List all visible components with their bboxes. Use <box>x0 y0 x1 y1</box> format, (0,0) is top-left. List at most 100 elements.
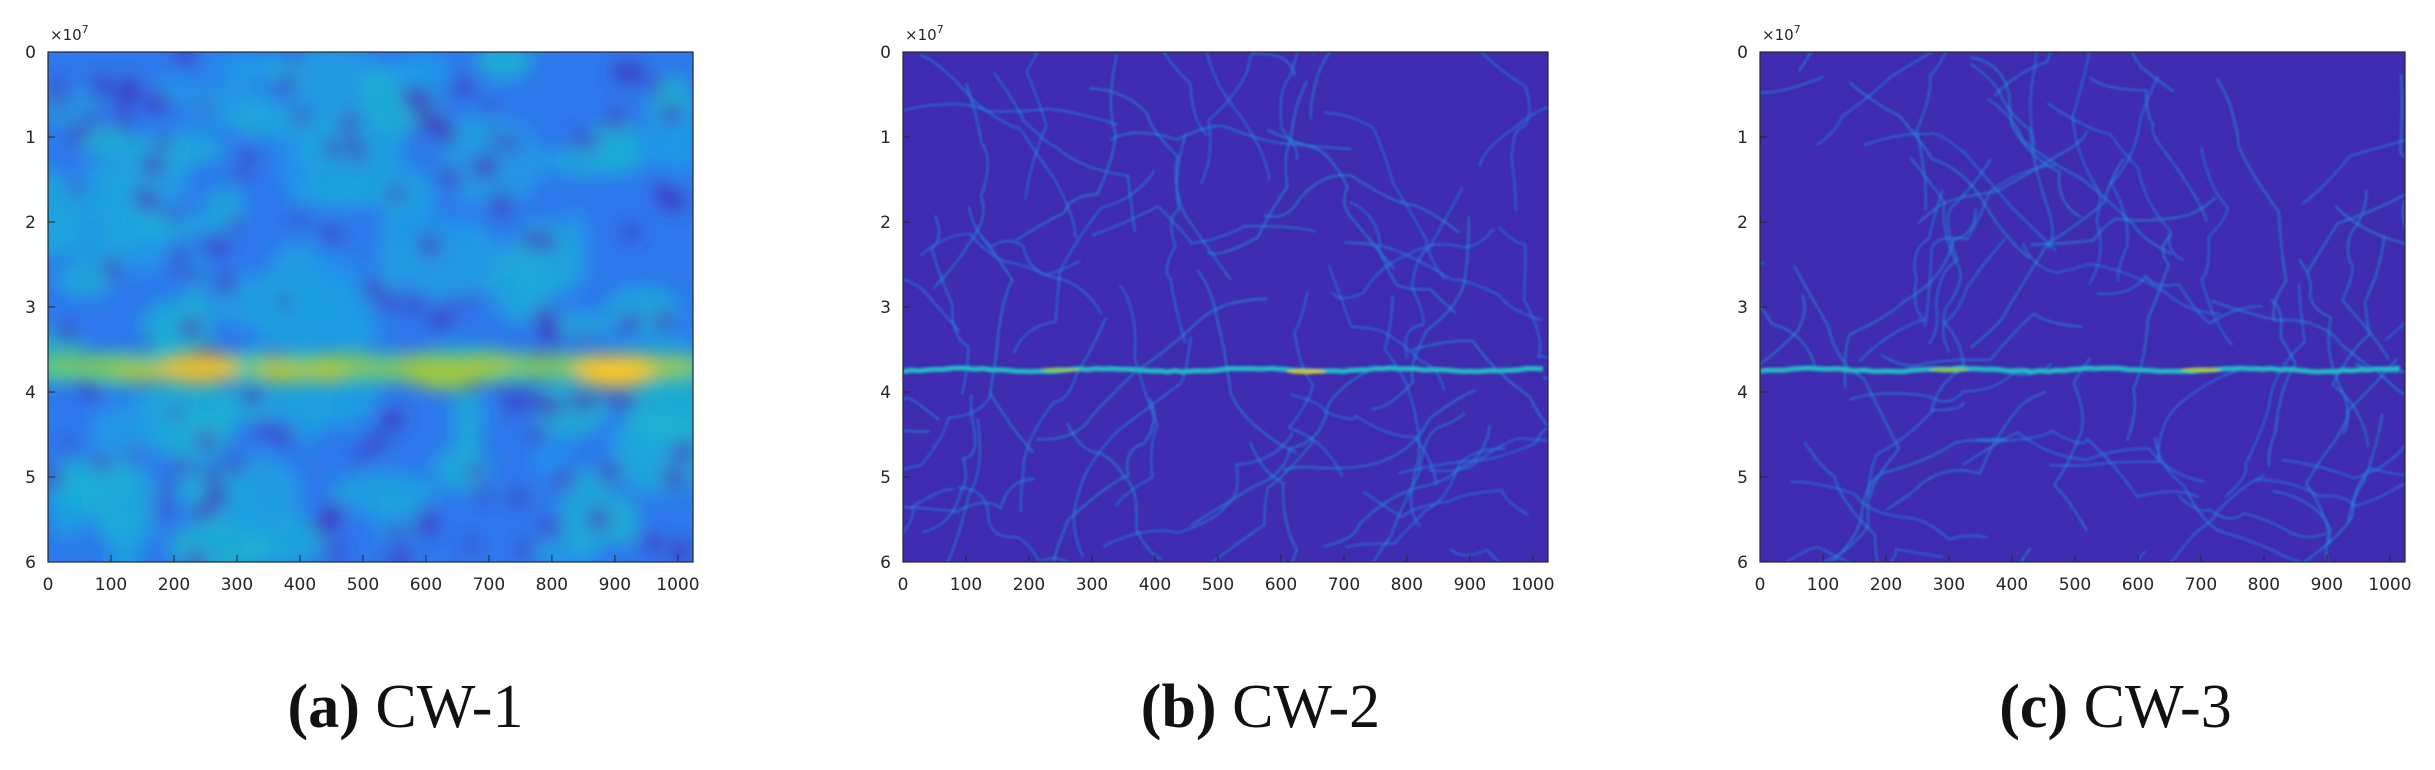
heatmap-chart-a: 0 100 200 300 400 500 600 700 800 900 1000 0 1 2 3 4 5 6 ×… <box>25 23 699 595</box>
crack-line <box>2306 193 2405 273</box>
crack-line <box>1024 52 1048 201</box>
crack-line <box>1961 431 2205 483</box>
texture-blob <box>431 445 491 493</box>
crack-line <box>1200 52 1254 185</box>
caption-letter-c: (c) <box>1999 673 2069 741</box>
texture-blob <box>646 329 681 356</box>
texture-minimum <box>186 268 201 284</box>
crack-line <box>2046 102 2185 262</box>
crack-line <box>1987 98 2172 255</box>
texture-minimum <box>389 548 410 562</box>
crack-line <box>2200 147 2234 346</box>
y-exponent-power: 7 <box>82 23 89 36</box>
texture-minimum <box>142 154 164 176</box>
crack-line <box>1880 312 2083 367</box>
crack-line <box>1282 559 1285 562</box>
texture-minimum <box>293 212 307 226</box>
texture-minimum <box>174 459 192 476</box>
ridge-blob <box>48 353 86 374</box>
crack-line <box>1497 225 1548 358</box>
texture-minimum <box>417 510 436 529</box>
x-tick-label: 600 <box>410 575 442 595</box>
texture-blob <box>377 215 472 243</box>
texture-minimum <box>126 447 142 462</box>
texture-blob <box>590 119 642 167</box>
heatmap-field-b <box>903 52 1548 562</box>
texture-minimum <box>197 99 211 113</box>
texture-minimum <box>254 419 271 436</box>
texture-minimum <box>534 307 555 329</box>
texture-minimum <box>482 101 495 115</box>
texture-minimum <box>474 486 490 502</box>
crack-line <box>2304 357 2398 545</box>
texture-minimum <box>435 121 458 144</box>
crack-line <box>1289 393 1437 486</box>
texture-blob <box>80 457 157 534</box>
texture-minimum <box>340 112 359 131</box>
texture-minimum <box>367 433 385 451</box>
hotspot-1 <box>2180 367 2221 373</box>
crack-line <box>1019 316 1108 513</box>
texture-minimum <box>93 455 111 472</box>
texture-minimum <box>179 317 202 339</box>
crack-line <box>2399 74 2405 229</box>
x-tick-label: 300 <box>1933 575 1965 595</box>
crack-line <box>903 103 1119 126</box>
x-tick-label: 800 <box>2248 575 2280 595</box>
texture-minimum <box>659 190 678 210</box>
texture-minimum <box>430 310 450 330</box>
crack-line <box>2301 139 2405 206</box>
crack-line <box>1012 169 1156 354</box>
hotspot-0 <box>1040 367 1081 373</box>
ridge-blob <box>653 356 693 377</box>
texture-minimum <box>83 110 100 126</box>
hotspot-0 <box>1928 367 1969 373</box>
y-tick-label: 3 <box>1737 298 1748 318</box>
x-tick-label: 800 <box>1391 575 1423 595</box>
crack-line <box>1206 52 1271 181</box>
texture-minimum <box>173 246 187 261</box>
texture-minimum <box>647 76 664 94</box>
texture-blob <box>247 268 356 345</box>
x-tick-label: 500 <box>347 575 379 595</box>
texture-minimum <box>363 279 383 299</box>
x-tick-label: 0 <box>898 575 909 595</box>
crack-line <box>1115 284 1159 507</box>
crack-line <box>2052 357 2092 532</box>
crack-line <box>2331 234 2385 447</box>
crack-line <box>1793 265 1900 498</box>
texture-minimum <box>576 400 591 415</box>
texture-minimum <box>518 540 535 558</box>
crack-line <box>903 488 954 534</box>
crack-line <box>1830 438 2006 562</box>
x-tick-label: 100 <box>95 575 127 595</box>
y-tick-label: 4 <box>1737 383 1748 403</box>
texture-minimum <box>205 235 227 257</box>
texture-minimum <box>381 409 403 431</box>
x-tick-label: 1000 <box>656 575 699 595</box>
crack-line <box>2303 413 2384 562</box>
x-tick-label: 0 <box>1755 575 1766 595</box>
x-tick-label: 200 <box>158 575 190 595</box>
texture-minimum <box>345 134 359 147</box>
crack-line <box>919 53 1076 239</box>
crack-line <box>1091 205 1316 245</box>
heatmap-background-b <box>903 52 1548 562</box>
texture-minimum <box>168 405 182 418</box>
ridge-blob <box>306 362 348 383</box>
y-tick-label: 2 <box>880 213 891 233</box>
crack-line <box>1478 105 1548 166</box>
texture-minimum <box>133 187 151 204</box>
y-tick-label: 4 <box>880 383 891 403</box>
crack-line <box>1371 216 1470 410</box>
hotspot-2 <box>574 355 655 388</box>
texture-minimum <box>292 108 310 125</box>
texture-minimum <box>577 329 591 343</box>
y-tick-label: 1 <box>880 128 891 148</box>
texture-minimum <box>661 104 681 124</box>
texture-minimum <box>588 508 611 530</box>
crack-line <box>919 233 1081 276</box>
crack-line <box>1848 81 2031 260</box>
y-tick-label: 6 <box>1737 553 1748 573</box>
y-tick-label: 5 <box>1737 468 1748 488</box>
